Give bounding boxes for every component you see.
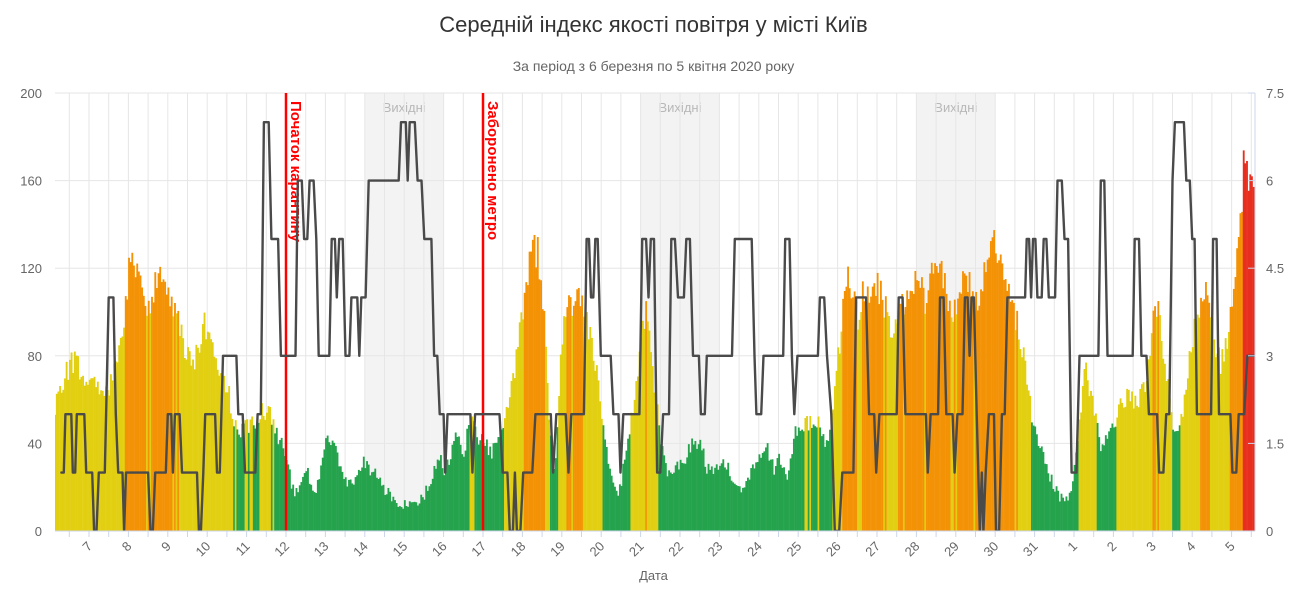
x-axis-title: Дата <box>639 568 668 583</box>
x-tick-label: 12 <box>271 539 292 560</box>
x-tick-label: 14 <box>350 539 371 560</box>
x-tick-label: 11 <box>233 539 253 559</box>
chart-subtitle: За період з 6 березня по 5 квітня 2020 р… <box>512 58 795 74</box>
x-tick-label: 26 <box>823 539 844 560</box>
x-tick-label: 8 <box>119 539 135 555</box>
y-right-tick-label: 3 <box>1266 349 1273 364</box>
x-tick-label: 10 <box>192 539 213 560</box>
x-tick-label: 4 <box>1183 539 1199 555</box>
step-line-series <box>60 120 1255 531</box>
x-tick-label: 13 <box>311 539 332 560</box>
x-tick-label: 17 <box>468 539 489 560</box>
x-tick-label: 25 <box>783 539 804 560</box>
chart-title: Середній індекс якості повітря у місті К… <box>439 12 868 37</box>
y-right-tick-label: 4.5 <box>1266 261 1284 276</box>
x-tick-label: 27 <box>862 539 883 560</box>
plotline-label: Початок карантину <box>287 101 304 243</box>
x-tick-label: 9 <box>158 539 174 555</box>
x-tick-label: 19 <box>547 539 568 560</box>
x-tick-label: 3 <box>1143 539 1159 555</box>
x-tick-label: 7 <box>79 539 95 555</box>
y-right-tick-label: 6 <box>1266 174 1273 189</box>
y-right-tick-label: 1.5 <box>1266 436 1284 451</box>
x-tick-label: 24 <box>744 539 765 560</box>
aqi-area-series <box>55 150 1255 531</box>
y-left-tick-label: 200 <box>20 86 42 101</box>
axes <box>55 92 1256 537</box>
plotline-label: Заборонено метро <box>484 101 501 240</box>
x-tick-label: 18 <box>508 539 529 560</box>
x-tick-label: 16 <box>429 539 450 560</box>
x-tick-label: 21 <box>626 539 647 560</box>
y-left-tick-label: 0 <box>35 524 42 539</box>
x-tick-label: 22 <box>665 539 686 560</box>
x-tick-label: 20 <box>586 539 607 560</box>
plotline-metro-ban: Заборонено метро <box>481 93 501 531</box>
x-tick-label: 1 <box>1064 539 1080 555</box>
x-tick-label: 31 <box>1020 539 1041 560</box>
plotline-quarantine-start: Початок карантину <box>284 93 304 531</box>
y-right-tick-label: 0 <box>1266 524 1273 539</box>
y-right-tick-label: 7.5 <box>1266 86 1284 101</box>
y-left-tick-label: 120 <box>20 261 42 276</box>
x-tick-label: 30 <box>980 539 1001 560</box>
x-tick-label: 29 <box>941 539 962 560</box>
y-left-tick-label: 40 <box>28 436 42 451</box>
x-tick-label: 2 <box>1104 539 1120 555</box>
x-tick-label: 28 <box>902 539 923 560</box>
x-tick-label: 5 <box>1222 539 1238 555</box>
x-tick-label: 15 <box>389 539 410 560</box>
y-left-tick-label: 160 <box>20 174 42 189</box>
y-left-tick-label: 80 <box>28 349 42 364</box>
x-tick-label: 23 <box>705 539 726 560</box>
